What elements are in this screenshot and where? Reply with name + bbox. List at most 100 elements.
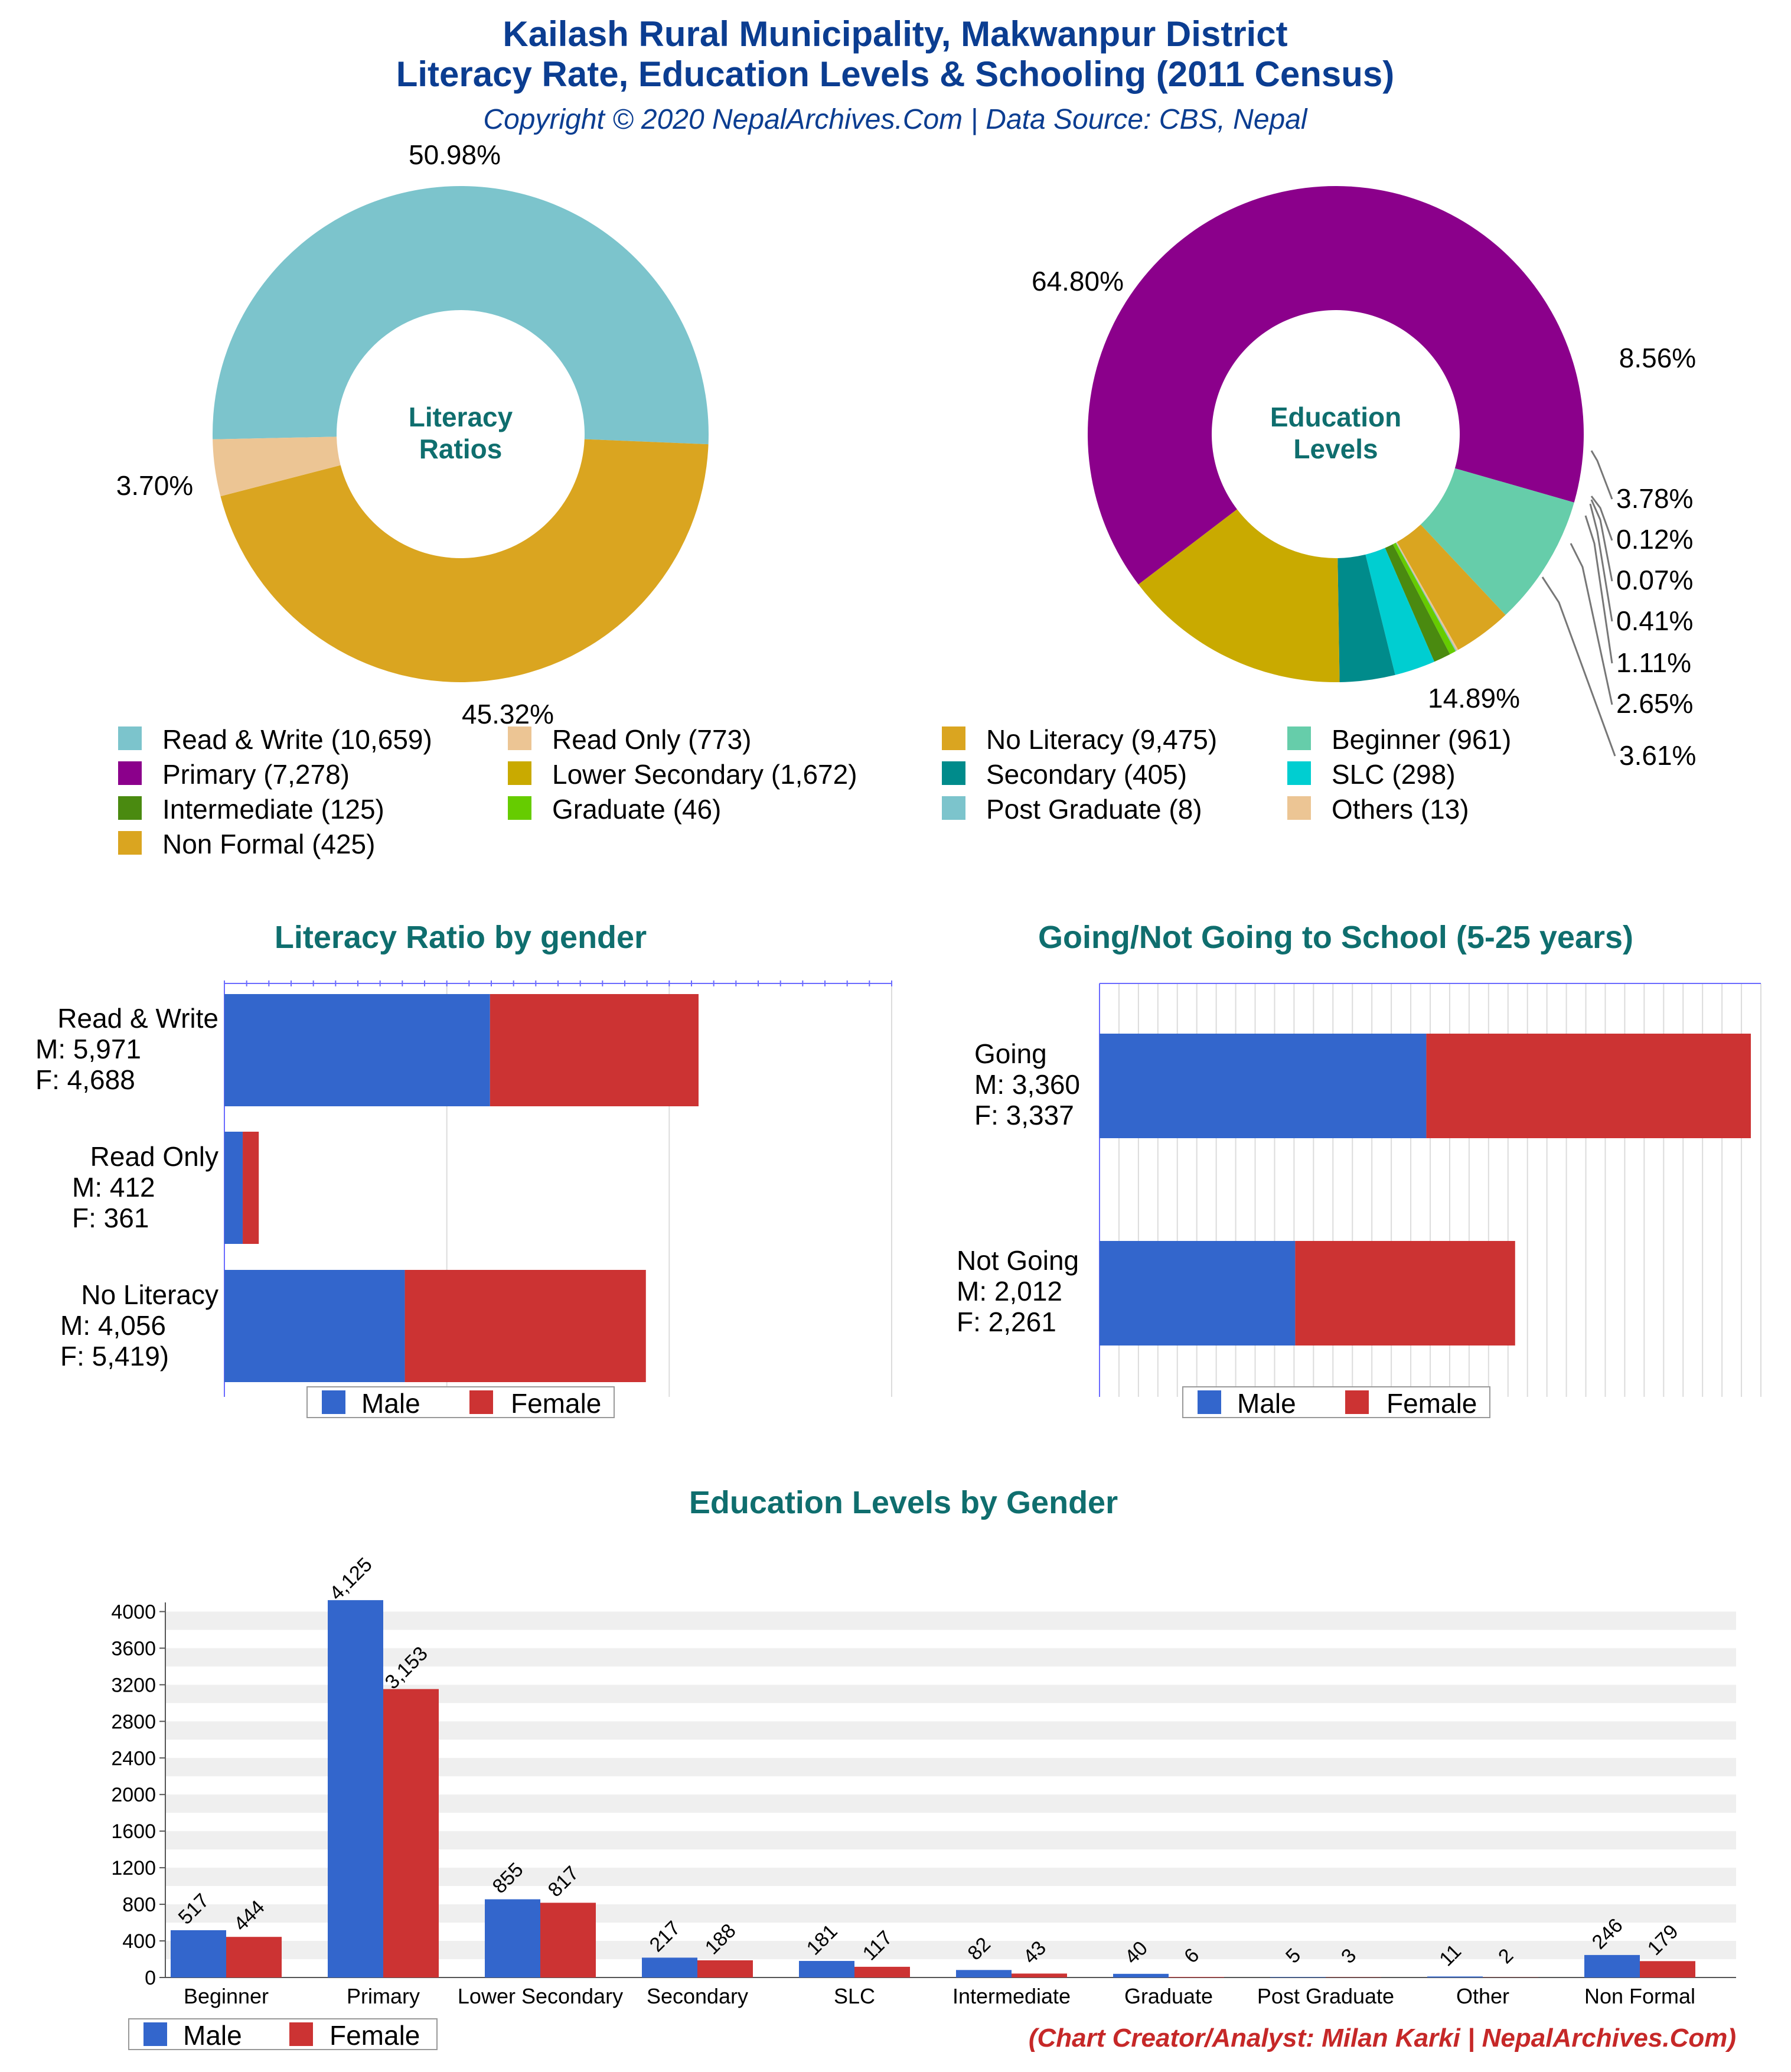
chart3-legend-male: Male [361, 1388, 420, 1419]
chart4-cat2-m: M: 2,012 [957, 1276, 1062, 1307]
x-tick-label-primary: Primary [347, 1984, 420, 2008]
x-tick-label-lower-secondary: Lower Secondary [458, 1984, 623, 2008]
chart3-legend-female: Female [511, 1388, 601, 1419]
legend-label-others-13: Others (13) [1332, 794, 1469, 825]
x-tick-label-slc: SLC [834, 1984, 875, 2008]
chart4-cat1-f: F: 3,337 [974, 1100, 1074, 1131]
chart4-legend: Male Female [1182, 1386, 1490, 1419]
legend-swatch-read-only-773 [508, 726, 531, 750]
bar-female-intermediate [1012, 1973, 1067, 1977]
pct-label-no-literacy: 45.32% [462, 699, 554, 729]
pct-label-graduate: 0.41% [1616, 605, 1693, 636]
legend-label-beginner-961: Beginner (961) [1332, 724, 1511, 755]
title-line-1: Kailash Rural Municipality, Makwanpur Di… [503, 14, 1287, 54]
chart3-cat2-m: M: 412 [72, 1172, 155, 1203]
education-levels-donut [1088, 186, 1584, 683]
bar-female-non-formal [1640, 1961, 1695, 1977]
chart3-title: Literacy Ratio by gender [275, 920, 647, 955]
bar-female-beginner [226, 1937, 282, 1977]
bar-male-non-formal [1584, 1954, 1640, 1977]
bar-female-slc [854, 1966, 910, 1977]
legend-swatch-graduate-46 [508, 796, 531, 820]
bar-male-intermediate [956, 1970, 1012, 1977]
legend-swatch-non-formal-425 [118, 831, 142, 855]
chart4-legend-male: Male [1237, 1388, 1296, 1419]
chart4-cat1-m: M: 3,360 [974, 1069, 1080, 1100]
bar-male-primary [328, 1600, 383, 1977]
bar-female-no-literacy [404, 1270, 646, 1382]
chart5-title: Education Levels by Gender [689, 1485, 1118, 1520]
y-tick-label: 3600 [111, 1637, 156, 1660]
slice-secondary [1337, 554, 1395, 682]
legend-swatch-others-13 [1287, 796, 1311, 820]
grid-band [165, 1648, 1736, 1667]
chart4-cat2-name: Not Going [957, 1245, 1079, 1276]
y-tick-label: 800 [122, 1894, 156, 1916]
chart3-cat1-m: M: 5,971 [35, 1034, 141, 1064]
pct-label-beginner: 8.56% [1619, 343, 1696, 373]
legend-label-non-formal-425: Non Formal (425) [162, 829, 375, 859]
chart3-cat3-name: No Literacy [81, 1279, 218, 1310]
legend-swatch-no-literacy-9-475 [942, 726, 965, 750]
legend-label-slc-298: SLC (298) [1332, 759, 1456, 790]
bar-male-slc [799, 1960, 854, 1977]
legend-label-read-write-10-659: Read & Write (10,659) [162, 724, 432, 755]
donut1-center-line1: Literacy [409, 402, 513, 432]
legend-swatch-beginner-961 [1287, 726, 1311, 750]
donut2-center-line2: Levels [1293, 434, 1378, 464]
chart4-cat1-name: Going [974, 1038, 1047, 1069]
pct-label-primary: 64.80% [1032, 266, 1124, 297]
leader-lines [1541, 450, 1616, 757]
donut1-center-line2: Ratios [419, 434, 503, 464]
slice-post-graduate [1395, 542, 1457, 651]
legend-label-read-only-773: Read Only (773) [552, 724, 752, 755]
pct-label-read-write: 50.98% [409, 139, 501, 170]
slice-slc [1365, 548, 1434, 675]
legend-swatch-slc-298 [1287, 761, 1311, 785]
y-tick-label: 2800 [111, 1711, 156, 1733]
chart5-legend-female: Female [330, 2020, 420, 2051]
x-tick-label-post-graduate: Post Graduate [1257, 1984, 1394, 2008]
bar-male-lower-secondary [485, 1899, 540, 1977]
chart3-cat1-f: F: 4,688 [35, 1064, 135, 1095]
donut2-center-line1: Education [1270, 402, 1401, 432]
legend-label-intermediate-125: Intermediate (125) [162, 794, 384, 825]
bar-male-not-going [1100, 1241, 1296, 1346]
chart4-title: Going/Not Going to School (5-25 years) [1038, 920, 1633, 955]
bar-female-read-write [490, 994, 699, 1106]
slice-graduate [1392, 542, 1456, 654]
chart3-cat2-f: F: 361 [72, 1203, 149, 1233]
y-tick-label: 400 [122, 1930, 156, 1953]
slice-intermediate [1385, 544, 1450, 662]
slice-read-only [213, 436, 341, 497]
bar-male-graduate [1113, 1973, 1169, 1977]
pct-label-read-only: 3.70% [116, 470, 193, 501]
pie-legend: Read & Write (10,659) Read Only (773) No L… [118, 724, 1511, 859]
legend-swatch-intermediate-125 [118, 796, 142, 820]
legend-swatch-lower-secondary-1-672 [508, 761, 531, 785]
bar-female-secondary [697, 1960, 753, 1977]
bar-male-read-only [224, 1132, 243, 1244]
bar-female-read-only [243, 1132, 259, 1244]
pct-label-intermediate: 1.11% [1616, 647, 1691, 678]
legend-swatch-primary-7-278 [118, 761, 142, 785]
chart3-cat1-name: Read & Write [57, 1003, 218, 1034]
legend-label-no-literacy-9-475: No Literacy (9,475) [986, 724, 1217, 755]
creator-credit: (Chart Creator/Analyst: Milan Karki | Ne… [1029, 2024, 1736, 2053]
pct-label-non-formal: 3.78% [1616, 483, 1693, 514]
schooling-by-gender-chart [1099, 983, 1761, 1397]
legend-swatch-read-write-10-659 [118, 726, 142, 750]
x-tick-label-other: Other [1456, 1984, 1509, 2008]
bar-male-secondary [642, 1957, 697, 1977]
slice-others [1396, 542, 1459, 651]
literacy-ratios-donut [213, 186, 709, 683]
x-tick-label-intermediate: Intermediate [952, 1984, 1071, 2008]
bar-female-lower-secondary [540, 1902, 596, 1977]
legend-label-primary-7-278: Primary (7,278) [162, 759, 350, 790]
y-tick-label: 1600 [111, 1820, 156, 1843]
bar-female-primary [383, 1689, 439, 1977]
title-line-2: Literacy Rate, Education Levels & School… [396, 54, 1395, 94]
legend-swatch-post-graduate-8 [942, 796, 965, 820]
chart3-cat3-f: F: 5,419) [60, 1341, 169, 1371]
